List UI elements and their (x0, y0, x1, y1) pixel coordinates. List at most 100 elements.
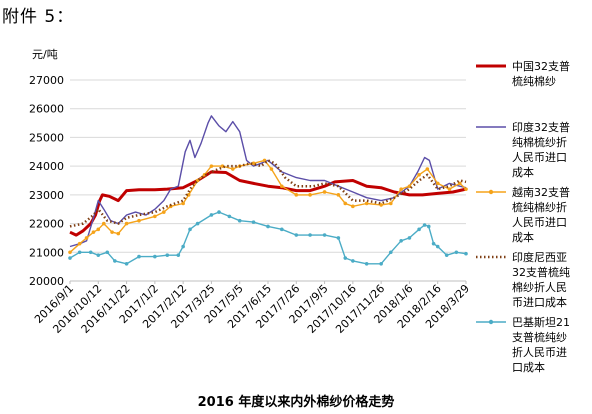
legend-label-line: 口成本 (512, 360, 545, 374)
data-point (379, 203, 383, 207)
legend-label-line: 印度尼西亚 (512, 250, 567, 264)
series-line (69, 170, 467, 237)
data-point (425, 167, 430, 171)
data-point (181, 244, 185, 249)
data-point (266, 224, 270, 229)
legend-label-line: 纯棉梳纱折 (512, 135, 567, 149)
legend-label: 印度32支普纯棉梳纱折人民币进口成本 (512, 120, 570, 179)
legend-label-line: 人民币进口 (512, 151, 567, 164)
legend-label-line: 成本 (512, 230, 534, 244)
data-point (447, 187, 452, 191)
data-point (379, 261, 383, 266)
series-lines (68, 115, 468, 266)
legend-label-line: 成本 (512, 165, 534, 179)
legend-label-line: 梳纯棉纱折 (512, 200, 567, 214)
data-point (137, 254, 141, 259)
data-point (389, 250, 393, 255)
legend: 中国32支普梳纯棉纱印度32支普纯棉梳纱折人民币进口成本越南32支普梳纯棉纱折人… (476, 59, 570, 374)
data-point (435, 181, 440, 186)
data-point (308, 233, 312, 237)
legend-label-line: 印度32支普 (512, 120, 570, 134)
data-point (68, 256, 72, 260)
data-point (105, 250, 110, 255)
legend-item-5: 巴基斯坦21 支普梳纯纱折人民币进口成本 (476, 315, 570, 374)
y-tick-label: 22000 (29, 218, 64, 231)
data-point (251, 161, 256, 166)
y-tick-label: 27000 (29, 74, 64, 87)
data-point (91, 230, 96, 234)
data-point (269, 167, 274, 171)
series-1 (69, 170, 467, 237)
legend-label: 巴基斯坦21 支普梳纯纱折人民币进口成本 (512, 315, 570, 374)
data-point (336, 193, 341, 197)
data-point (426, 224, 431, 229)
legend-label: 印度尼西亚 32支普梳纯棉纱折人民币进口成本 (512, 250, 570, 309)
data-point (294, 193, 299, 197)
series-line (69, 211, 467, 265)
y-tick-label: 25000 (29, 131, 64, 144)
y-tick-label: 24000 (29, 160, 64, 173)
data-point (195, 221, 200, 226)
legend-label-line: 越南32支普 (512, 185, 570, 199)
data-point (322, 190, 327, 194)
data-point (422, 223, 427, 227)
data-point (77, 250, 82, 255)
data-point (343, 201, 348, 206)
legend-label-line: 中国32支普 (512, 59, 570, 73)
y-axis-unit: 元/吨 (32, 48, 58, 61)
data-point (124, 261, 129, 266)
series-5 (68, 210, 468, 266)
data-point (454, 250, 459, 255)
data-point (389, 201, 393, 206)
y-tick-label: 20000 (29, 275, 64, 288)
series-3 (68, 158, 468, 255)
data-point (96, 253, 101, 257)
data-point (464, 187, 468, 191)
data-point (186, 193, 191, 197)
data-point (113, 259, 117, 263)
data-point (351, 259, 355, 263)
data-point (417, 227, 421, 232)
data-point (209, 164, 214, 168)
data-point (464, 251, 468, 256)
data-point (209, 213, 214, 217)
data-point (84, 236, 89, 240)
data-point (364, 261, 369, 266)
attachment-label: 附件 5： (2, 7, 75, 27)
data-point (364, 201, 369, 206)
data-point (431, 241, 436, 246)
data-point (96, 227, 101, 232)
data-point (294, 233, 299, 237)
y-tick-label: 26000 (29, 103, 64, 116)
data-point (165, 253, 170, 257)
data-point (343, 256, 348, 260)
axes: 20000 21000 22000 23000 24000 25000 26000 27000… (29, 48, 472, 336)
data-point (251, 220, 256, 224)
legend-label: 越南32支普梳纯棉纱折人民币进口成本 (512, 185, 570, 244)
data-point (444, 253, 449, 257)
data-point (181, 201, 185, 206)
data-point (457, 181, 462, 186)
series-line (69, 159, 467, 228)
y-tick-label: 23000 (29, 189, 64, 202)
data-point (176, 253, 181, 257)
data-point (351, 204, 355, 209)
data-point (308, 193, 312, 197)
legend-item-1: 中国32支普梳纯棉纱 (476, 59, 570, 88)
legend-item-2: 印度32支普纯棉梳纱折人民币进口成本 (476, 120, 570, 179)
legend-label-line: 折人民币进 (512, 345, 567, 359)
data-point (116, 231, 121, 236)
legend-item-4: 印度尼西亚 32支普梳纯棉纱折人民币进口成本 (476, 250, 570, 309)
gridlines (70, 79, 466, 282)
legend-label-line: 支普梳纯纱 (512, 330, 567, 344)
series-4 (69, 159, 467, 228)
legend-label-line: 巴基斯坦21 (512, 315, 570, 329)
data-point (162, 210, 166, 214)
data-point (153, 254, 157, 259)
legend-label: 中国32支普梳纯棉纱 (512, 59, 570, 88)
data-point (435, 244, 440, 249)
legend-label-line: 人民币进口 (512, 216, 567, 229)
data-point (77, 241, 82, 246)
data-point (137, 218, 141, 223)
data-point (68, 250, 72, 255)
